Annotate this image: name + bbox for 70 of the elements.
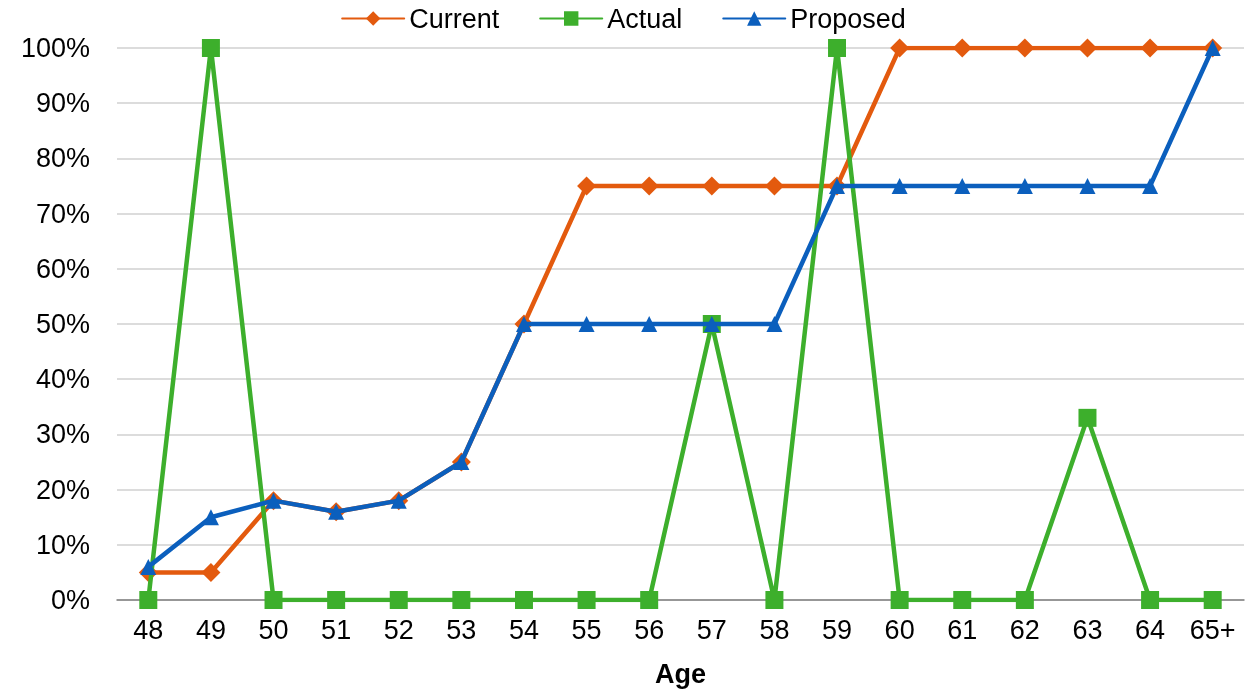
point xyxy=(139,591,158,609)
point xyxy=(1077,38,1097,58)
x-tick-label: 51 xyxy=(321,614,352,645)
x-tick-label: 49 xyxy=(195,614,226,645)
point xyxy=(641,316,658,332)
point xyxy=(765,591,784,609)
point xyxy=(1142,178,1159,194)
legend-label: Current xyxy=(409,3,500,34)
point xyxy=(1015,38,1035,58)
x-tick-label: 65+ xyxy=(1189,614,1236,645)
x-tick-label: 61 xyxy=(947,614,978,645)
point xyxy=(1140,38,1160,58)
x-tick-label: 56 xyxy=(634,614,665,645)
point xyxy=(953,591,972,609)
point xyxy=(891,178,908,194)
point xyxy=(1203,591,1222,609)
point xyxy=(890,38,910,58)
x-tick-label: 63 xyxy=(1072,614,1103,645)
point xyxy=(202,509,219,526)
point xyxy=(702,176,722,196)
x-tick-label: 54 xyxy=(508,614,539,645)
x-tick-label: 60 xyxy=(884,614,915,645)
point xyxy=(264,591,283,609)
point xyxy=(640,591,659,609)
x-tick-label: 57 xyxy=(696,614,727,645)
point xyxy=(1141,591,1160,609)
x-tick-label: 53 xyxy=(446,614,477,645)
x-tick-label: 62 xyxy=(1009,614,1040,645)
point xyxy=(890,591,909,609)
point xyxy=(954,178,971,194)
point xyxy=(1015,591,1034,609)
point xyxy=(389,591,408,609)
y-tick-label: 50% xyxy=(35,309,90,339)
x-tick-label: 59 xyxy=(822,614,853,645)
point xyxy=(578,316,595,332)
y-tick-label: 20% xyxy=(35,474,90,505)
legend-label: Actual xyxy=(607,3,683,34)
point xyxy=(140,558,157,575)
point xyxy=(514,591,533,609)
point xyxy=(201,562,221,582)
x-tick-label: 55 xyxy=(571,614,602,645)
y-tick-label: 90% xyxy=(35,88,90,119)
y-tick-label: 40% xyxy=(35,364,90,395)
point xyxy=(577,176,597,196)
point xyxy=(201,39,220,57)
point xyxy=(1079,178,1096,194)
point xyxy=(577,591,596,609)
legend-label: Proposed xyxy=(790,3,906,34)
x-tick-label: 48 xyxy=(133,614,164,645)
point xyxy=(1016,178,1033,194)
point xyxy=(1078,408,1097,427)
point xyxy=(452,591,471,609)
y-tick-label: 10% xyxy=(35,529,90,560)
x-tick-label: 64 xyxy=(1135,614,1166,645)
y-tick-label: 0% xyxy=(50,585,90,615)
y-tick-label: 80% xyxy=(35,143,90,174)
point xyxy=(639,176,659,196)
y-tick-label: 100% xyxy=(20,33,90,63)
x-axis-title: Age xyxy=(654,658,707,689)
point xyxy=(764,176,784,196)
point xyxy=(952,38,972,58)
y-tick-label: 60% xyxy=(35,253,90,284)
y-tick-label: 70% xyxy=(35,198,90,229)
x-tick-label: 50 xyxy=(258,614,289,645)
point xyxy=(766,316,783,332)
point xyxy=(828,39,847,57)
point xyxy=(327,591,346,609)
y-tick-label: 30% xyxy=(35,419,90,450)
x-tick-label: 52 xyxy=(383,614,414,645)
x-tick-label: 58 xyxy=(759,614,790,645)
